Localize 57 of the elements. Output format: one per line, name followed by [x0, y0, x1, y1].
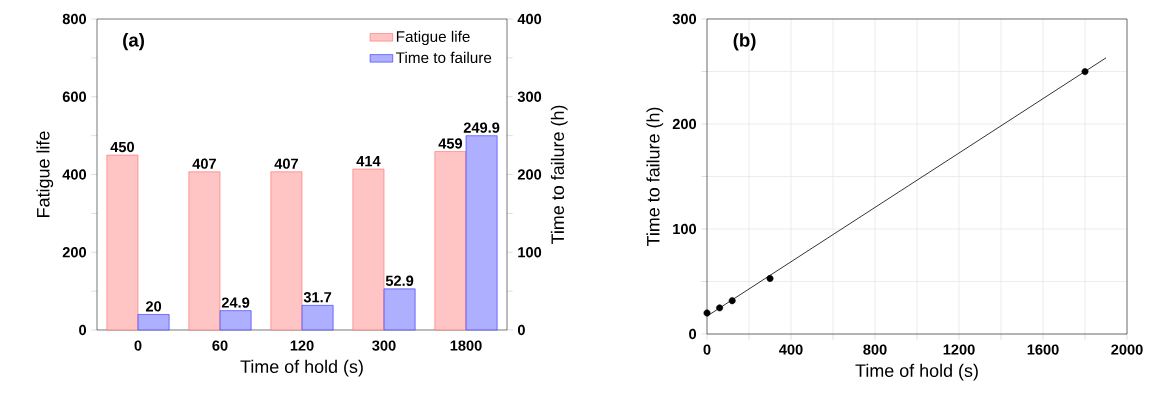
x-tick-label: 60	[212, 340, 228, 351]
annotation: (a)	[123, 33, 144, 51]
y-tick-label: 0	[689, 328, 697, 340]
data-label: 450	[110, 141, 134, 153]
point	[728, 297, 736, 305]
bar	[188, 171, 221, 331]
y-axis-title: Time to failure (h)	[646, 107, 664, 247]
y-tick-label: 200	[672, 118, 697, 130]
data-label: 249.9	[463, 122, 500, 133]
y2-tick-label: 0	[517, 324, 525, 336]
x-tick-label: 1800	[450, 340, 482, 351]
y-tick-label: 800	[62, 13, 87, 25]
y-tick-label: 100	[673, 223, 697, 235]
y-tick-label: 600	[62, 91, 87, 102]
x-tick-label: 1200	[943, 344, 975, 355]
legend-label: Time to failure	[396, 51, 492, 64]
bar	[301, 305, 334, 331]
data-label: 414	[356, 156, 381, 167]
bar	[106, 154, 139, 331]
annotation: (b)	[733, 33, 756, 51]
x-tick-label: 0	[703, 344, 711, 355]
data-label: 31.7	[303, 292, 332, 303]
y-tick-label: 200	[62, 247, 87, 258]
data-label: 52.9	[385, 275, 414, 286]
x-tick-label: 120	[290, 340, 314, 351]
legend-label: Fatigue life	[396, 30, 470, 46]
data-label: 459	[438, 138, 463, 149]
bar	[219, 310, 252, 331]
x-tick-label: 400	[779, 344, 803, 355]
bar	[352, 168, 385, 331]
bar	[383, 288, 416, 331]
y2-axis-title: Time to failure (h)	[550, 105, 568, 245]
y2-tick-label: 300	[517, 91, 542, 102]
x-tick-label: 0	[134, 340, 142, 351]
y-axis-title: Fatigue life	[36, 131, 54, 217]
point	[716, 304, 724, 312]
x-tick-label: 300	[372, 340, 396, 351]
x-axis-title: Time of hold (s)	[240, 359, 363, 377]
y2-tick-label: 400	[517, 13, 542, 25]
point	[766, 275, 774, 282]
y-tick-label: 300	[672, 13, 697, 25]
y2-tick-label: 200	[517, 169, 542, 180]
point	[1081, 68, 1089, 76]
x-axis-title: Time of hold (s)	[855, 363, 978, 381]
data-label: 24.9	[221, 297, 250, 308]
data-label: 20	[145, 301, 162, 312]
x-tick-label: 2000	[1111, 344, 1143, 355]
bar	[270, 171, 303, 331]
x-tick-label: 800	[863, 344, 887, 355]
data-label: 407	[274, 158, 298, 169]
bar	[137, 314, 170, 331]
point	[703, 309, 711, 317]
y2-tick-label: 100	[518, 247, 542, 258]
x-tick-label: 1600	[1027, 344, 1059, 355]
y-tick-label: 0	[79, 324, 87, 336]
data-label: 407	[192, 158, 216, 169]
y-tick-label: 400	[62, 169, 87, 180]
